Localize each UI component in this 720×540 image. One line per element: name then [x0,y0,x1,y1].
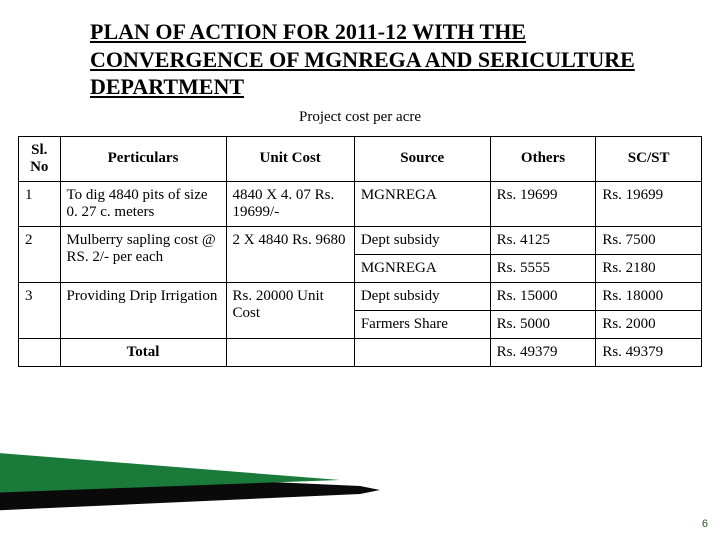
cell-scst: Rs. 18000 [596,282,702,310]
cell-unit: Rs. 20000 Unit Cost [226,282,354,338]
col-header-source: Source [354,136,490,181]
cell-empty [19,338,61,366]
cell-scst: Rs. 2000 [596,310,702,338]
cell-source: MGNREGA [354,181,490,226]
cell-source: Farmers Share [354,310,490,338]
col-header-scst: SC/ST [596,136,702,181]
subtitle: Project cost per acre [0,109,720,126]
cell-scst: Rs. 2180 [596,254,702,282]
cell-empty [354,338,490,366]
table-header-row: Sl. No Perticulars Unit Cost Source Othe… [19,136,702,181]
cost-table: Sl. No Perticulars Unit Cost Source Othe… [18,136,702,367]
cell-source: Dept subsidy [354,282,490,310]
cell-pert: To dig 4840 pits of size 0. 27 c. meters [60,181,226,226]
cell-total-scst: Rs. 49379 [596,338,702,366]
cell-others: Rs. 4125 [490,226,596,254]
cell-empty [226,338,354,366]
cell-others: Rs. 15000 [490,282,596,310]
page-number: 6 [702,518,708,530]
cell-unit: 2 X 4840 Rs. 9680 [226,226,354,282]
cost-table-container: Sl. No Perticulars Unit Cost Source Othe… [0,136,720,367]
cell-others: Rs. 19699 [490,181,596,226]
table-row: 3 Providing Drip Irrigation Rs. 20000 Un… [19,282,702,310]
cell-scst: Rs. 7500 [596,226,702,254]
cell-slno: 3 [19,282,61,338]
slide-title: PLAN OF ACTION FOR 2011-12 WITH THE CONV… [0,0,720,105]
cell-others: Rs. 5555 [490,254,596,282]
col-header-perticulars: Perticulars [60,136,226,181]
cell-slno: 1 [19,181,61,226]
table-row: 1 To dig 4840 pits of size 0. 27 c. mete… [19,181,702,226]
col-header-slno: Sl. No [19,136,61,181]
table-row: 2 Mulberry sapling cost @ RS. 2/- per ea… [19,226,702,254]
cell-source: Dept subsidy [354,226,490,254]
cell-total-label: Total [60,338,226,366]
cell-unit: 4840 X 4. 07 Rs. 19699/- [226,181,354,226]
table-total-row: Total Rs. 49379 Rs. 49379 [19,338,702,366]
cell-source: MGNREGA [354,254,490,282]
cell-others: Rs. 5000 [490,310,596,338]
col-header-unitcost: Unit Cost [226,136,354,181]
cell-total-others: Rs. 49379 [490,338,596,366]
cell-pert: Providing Drip Irrigation [60,282,226,338]
cell-slno: 2 [19,226,61,282]
cell-scst: Rs. 19699 [596,181,702,226]
col-header-others: Others [490,136,596,181]
cell-pert: Mulberry sapling cost @ RS. 2/- per each [60,226,226,282]
decorative-swoosh-icon [0,450,380,520]
